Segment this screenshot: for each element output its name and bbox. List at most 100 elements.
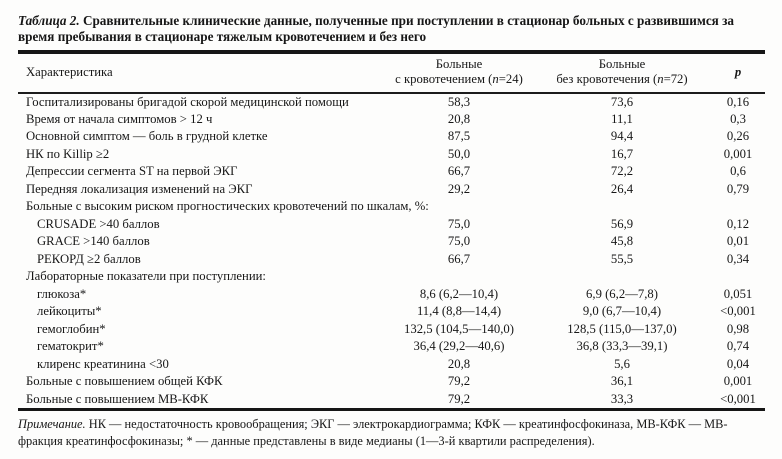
section-label: Лабораторные показатели при поступлении: [26, 269, 266, 284]
table-row: Депрессии сегмента ST на первой ЭКГ 66,7 7… [18, 163, 765, 181]
value-no-bleeding: 72,2 [610, 164, 634, 179]
row-label: Депрессии сегмента ST на первой ЭКГ [26, 164, 238, 179]
value-bleeding: 29,2 [447, 181, 471, 196]
row-label: клиренс креатинина <30 [37, 356, 169, 371]
value-no-bleeding: 26,4 [610, 181, 634, 196]
p-value: 0,6 [730, 164, 746, 179]
table-title: Таблица 2. Сравнительные клинические дан… [18, 13, 764, 45]
value-no-bleeding: 128,5 (115,0—137,0) [567, 321, 677, 336]
header-p-value: p [711, 54, 765, 94]
p-value: 0,26 [726, 129, 750, 144]
table-row: Время от начала симптомов > 12 ч 20,8 11,1… [18, 111, 765, 129]
value-bleeding: 58,3 [447, 94, 471, 109]
p-value: 0,34 [726, 251, 750, 266]
value-bleeding: 36,4 (29,2—40,6) [413, 339, 505, 354]
table-row: клиренс креатинина <30 20,8 5,6 0,04 [18, 356, 765, 374]
p-value: 0,01 [726, 234, 750, 249]
footnote-text: НК — недостаточность кровообращения; ЭКГ… [18, 417, 728, 448]
table-row: Больные с повышением МВ-КФК 79,2 33,3 <0,00… [18, 391, 765, 409]
value-bleeding: 50,0 [447, 146, 471, 161]
header-bleeding-group: Больные с кровотечением (n=24) [385, 54, 533, 94]
table-row: гематокрит* 36,4 (29,2—40,6) 36,8 (33,3—39… [18, 338, 765, 356]
value-no-bleeding: 56,9 [610, 216, 634, 231]
row-label: Больные с повышением МВ-КФК [26, 391, 209, 406]
table-row: глюкоза* 8,6 (6,2—10,4) 6,9 (6,2—7,8) 0,051 [18, 286, 765, 304]
p-value: 0,16 [726, 94, 750, 109]
header-no-bleeding-line2: без кровотечения (n=72) [556, 72, 688, 86]
p-value: 0,001 [723, 374, 753, 389]
footnote-label: Примечание. [18, 417, 86, 431]
table-row: Госпитализированы бригадой скорой медици… [18, 93, 765, 111]
footnote: Примечание. НК — недостаточность кровооб… [18, 416, 764, 449]
value-no-bleeding: 11,1 [611, 111, 633, 126]
table-row: гемоглобин* 132,5 (104,5—140,0) 128,5 (115… [18, 321, 765, 339]
row-label: CRUSADE >40 баллов [37, 216, 160, 231]
value-no-bleeding: 33,3 [610, 391, 634, 406]
clinical-data-table: Характеристика Больные с кровотечением (… [18, 54, 765, 408]
table-row: GRACE >140 баллов 75,0 45,8 0,01 [18, 233, 765, 251]
table-row: Больные с повышением общей КФК 79,2 36,1 0,… [18, 373, 765, 391]
row-label: GRACE >140 баллов [37, 234, 150, 249]
section-row: Больные с высоким риском прогностических… [18, 198, 765, 216]
value-no-bleeding: 36,8 (33,3—39,1) [576, 339, 668, 354]
value-bleeding: 66,7 [447, 251, 471, 266]
p-value: 0,001 [723, 146, 753, 161]
p-value: <0,001 [720, 304, 756, 319]
value-no-bleeding: 6,9 (6,2—7,8) [586, 286, 658, 301]
p-value: 0,74 [726, 339, 750, 354]
header-characteristic: Характеристика [18, 54, 385, 94]
value-bleeding: 132,5 (104,5—140,0) [404, 321, 514, 336]
p-value: 0,98 [726, 321, 750, 336]
header-no-bleeding-group: Больные без кровотечения (n=72) [533, 54, 711, 94]
row-label: глюкоза* [37, 286, 87, 301]
p-value: <0,001 [720, 391, 756, 406]
row-label: лейкоциты* [37, 304, 102, 319]
value-bleeding: 87,5 [447, 129, 471, 144]
table-row: Передняя локализация изменений на ЭКГ 29,… [18, 181, 765, 199]
value-no-bleeding: 73,6 [610, 94, 634, 109]
header-bleeding-line2: с кровотечением (n=24) [395, 72, 523, 86]
value-no-bleeding: 5,6 [614, 356, 630, 371]
table-row: Основной симптом — боль в грудной клетке… [18, 128, 765, 146]
table-row: CRUSADE >40 баллов 75,0 56,9 0,12 [18, 216, 765, 234]
table-body: Госпитализированы бригадой скорой медици… [18, 93, 765, 408]
row-label: НК по Killip ≥2 [26, 146, 110, 161]
value-bleeding: 20,8 [447, 111, 471, 126]
value-no-bleeding: 45,8 [610, 234, 634, 249]
row-label: Больные с повышением общей КФК [26, 374, 223, 389]
p-value: 0,051 [723, 286, 753, 301]
value-no-bleeding: 9,0 (6,7—10,4) [582, 304, 662, 319]
p-value: 0,79 [726, 181, 750, 196]
row-label: Передняя локализация изменений на ЭКГ [26, 181, 253, 196]
value-bleeding: 79,2 [447, 391, 471, 406]
value-bleeding: 11,4 (8,8—14,4) [416, 304, 502, 319]
p-value: 0,12 [726, 216, 750, 231]
value-bleeding: 8,6 (6,2—10,4) [419, 286, 499, 301]
value-bleeding: 20,8 [447, 356, 471, 371]
table-header: Характеристика Больные с кровотечением (… [18, 54, 765, 94]
value-bleeding: 75,0 [447, 216, 471, 231]
row-label: гематокрит* [37, 339, 104, 354]
value-no-bleeding: 94,4 [610, 129, 634, 144]
row-label: гемоглобин* [37, 321, 106, 336]
row-label: РЕКОРД ≥2 баллов [37, 251, 141, 266]
table-row: РЕКОРД ≥2 баллов 66,7 55,5 0,34 [18, 251, 765, 269]
table-title-label: Таблица 2. [18, 13, 80, 28]
p-value: 0,04 [726, 356, 750, 371]
header-no-bleeding-line1: Больные [598, 57, 646, 71]
value-bleeding: 79,2 [447, 374, 471, 389]
table-title-text: Сравнительные клинические данные, получе… [18, 13, 735, 44]
value-bleeding: 75,0 [447, 234, 471, 249]
section-label: Больные с высоким риском прогностических… [26, 199, 429, 214]
p-value: 0,3 [730, 111, 746, 126]
table-row: лейкоциты* 11,4 (8,8—14,4) 9,0 (6,7—10,4) <… [18, 303, 765, 321]
row-label: Время от начала симптомов > 12 ч [26, 111, 213, 126]
row-label: Основной симптом — боль в грудной клетке [26, 129, 268, 144]
row-label: Госпитализированы бригадой скорой медици… [26, 94, 349, 109]
value-no-bleeding: 55,5 [610, 251, 634, 266]
bottom-rule [18, 408, 765, 411]
table-row: НК по Killip ≥2 50,0 16,7 0,001 [18, 146, 765, 164]
section-row: Лабораторные показатели при поступлении: [18, 268, 765, 286]
value-no-bleeding: 36,1 [610, 374, 634, 389]
